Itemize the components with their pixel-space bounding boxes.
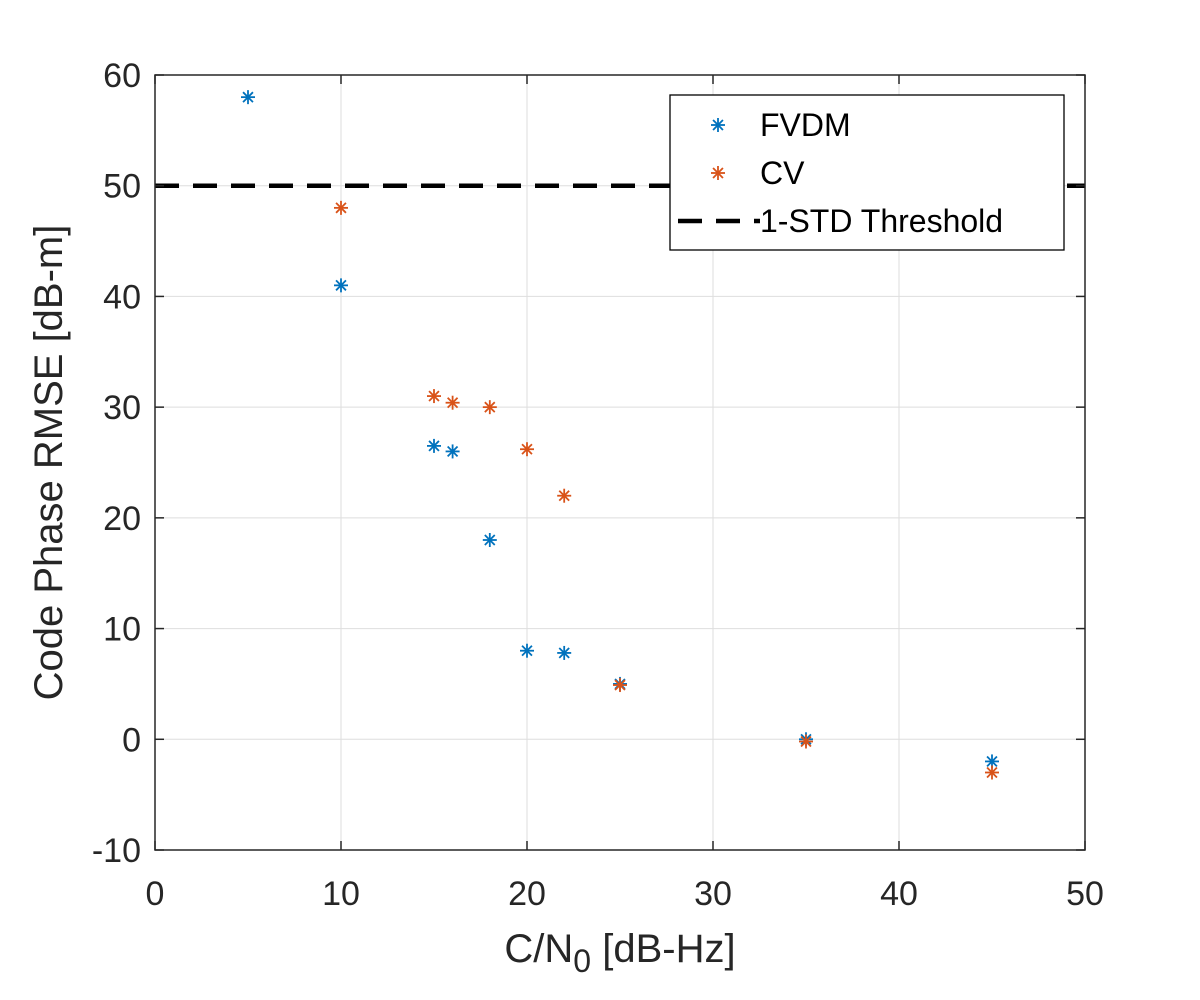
data-point-fvdm: [985, 754, 999, 769]
legend-marker-cv: [711, 166, 725, 180]
legend: FVDM CV 1-STD Threshold: [669, 94, 1065, 251]
data-point-cv: [334, 200, 348, 215]
legend-label: 1-STD Threshold: [760, 203, 1003, 239]
data-point-fvdm: [482, 533, 497, 547]
data-point-cv: [557, 488, 572, 503]
data-point-fvdm: [241, 90, 255, 105]
data-markers: [241, 90, 999, 780]
y-tick-label: 50: [103, 168, 141, 206]
y-tick-label: 0: [122, 721, 141, 759]
legend-label: FVDM: [760, 107, 851, 143]
data-point-fvdm: [427, 438, 441, 453]
data-point-fvdm: [520, 643, 534, 658]
y-tick-label: -10: [92, 832, 141, 870]
legend-marker-fvdm: [711, 118, 725, 132]
y-axis-title: Code Phase RMSE [dB-m]: [27, 225, 71, 701]
data-point-cv: [613, 678, 627, 693]
plot-frame: [154, 74, 1086, 851]
y-tick-label: 30: [103, 389, 141, 427]
data-point-fvdm: [557, 645, 572, 660]
legend-label: CV: [760, 155, 805, 191]
x-axis-title: C/N0 [dB-Hz]: [504, 927, 735, 979]
y-tick-label: 40: [103, 278, 141, 316]
x-tick-label: 0: [146, 875, 165, 913]
data-point-fvdm: [445, 444, 460, 459]
y-tick-label: 20: [103, 500, 141, 538]
x-tick-label: 10: [322, 875, 360, 913]
data-point-fvdm: [334, 278, 348, 293]
legend-box: [669, 94, 1065, 251]
data-point-cv: [445, 395, 460, 410]
y-tick-label: 60: [103, 57, 141, 95]
x-tick-label: 50: [1066, 875, 1104, 913]
data-point-cv: [482, 400, 497, 415]
y-axis-label: Code Phase RMSE [dB-m]: [27, 225, 71, 701]
x-axis-label: C/N0 [dB-Hz]: [504, 927, 735, 979]
y-tick-label: 10: [103, 611, 141, 649]
x-tick-label: 40: [880, 875, 918, 913]
data-point-cv: [799, 734, 813, 749]
data-point-cv: [520, 442, 534, 457]
x-tick-label: 20: [508, 875, 546, 913]
data-point-cv: [427, 389, 441, 404]
x-tick-label: 30: [694, 875, 732, 913]
data-point-cv: [985, 765, 999, 780]
